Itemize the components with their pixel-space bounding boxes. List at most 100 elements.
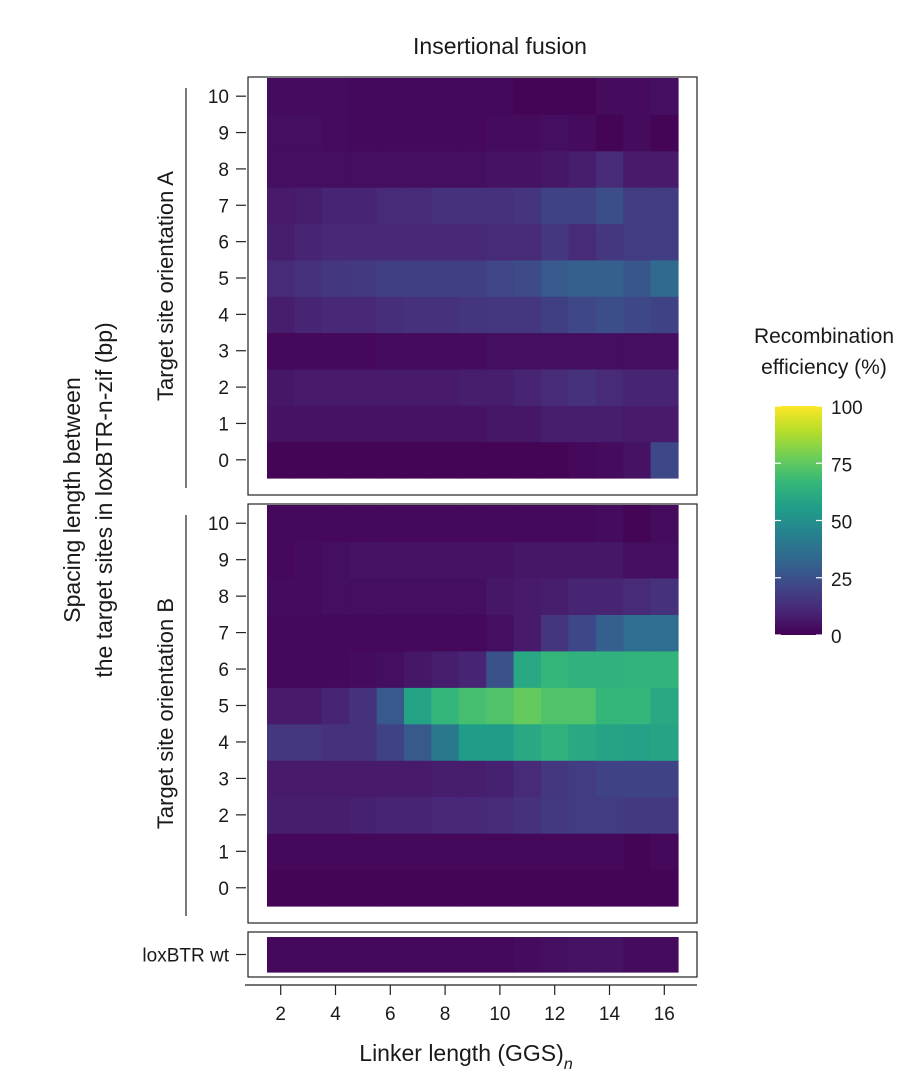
heatmap-cell — [541, 259, 569, 297]
x-tick-label: 14 — [599, 1004, 621, 1025]
y-tick-label: 0 — [218, 879, 229, 900]
heatmap-cell — [595, 833, 624, 871]
heatmap-cell — [595, 441, 624, 479]
heatmap-cell — [267, 614, 295, 652]
heatmap-cell — [568, 650, 597, 688]
heatmap-cell — [595, 796, 624, 834]
heatmap-cell — [376, 150, 405, 188]
heatmap-cell — [376, 937, 405, 973]
heatmap-cell — [486, 78, 515, 115]
heatmap-cell — [513, 296, 542, 334]
heatmap-cell — [349, 869, 378, 907]
heatmap-cell — [376, 187, 405, 225]
heatmap-cell — [376, 687, 405, 725]
heatmap-cell — [349, 150, 378, 188]
heatmap-cell — [349, 541, 378, 579]
heatmap-cell — [458, 937, 487, 973]
heatmap-cell — [349, 796, 378, 834]
heatmap-cell — [568, 114, 597, 152]
heatmap-cell — [458, 541, 487, 579]
heatmap-cell — [404, 577, 432, 615]
heatmap-cell — [376, 368, 405, 406]
heatmap-cell — [486, 869, 515, 907]
heatmap-cell — [294, 614, 323, 652]
heatmap-cell — [568, 723, 597, 761]
heatmap-cell — [568, 187, 597, 225]
heatmap-cell — [595, 614, 624, 652]
y-tick-label: 9 — [218, 551, 229, 572]
heatmap-cell — [321, 296, 350, 334]
heatmap-cell — [458, 332, 487, 370]
heatmap-cell — [321, 614, 350, 652]
heatmap-cell — [650, 223, 679, 261]
heatmap-cell — [458, 614, 487, 652]
heatmap-cell — [513, 223, 542, 261]
heatmap-cell — [513, 796, 542, 834]
heatmap-cell — [404, 441, 432, 479]
heatmap-cell — [294, 760, 323, 798]
heatmap-cell — [267, 187, 295, 225]
heatmap-cell — [349, 259, 378, 297]
heatmap-cell — [267, 114, 295, 152]
heatmap-cell — [376, 650, 405, 688]
heatmap-cell — [568, 687, 597, 725]
heatmap-cell — [431, 650, 460, 688]
heatmap-cell — [404, 114, 432, 152]
heatmap-cell — [623, 223, 652, 261]
heatmap-cell — [513, 833, 542, 871]
heatmap-cell — [404, 541, 432, 579]
heatmap-cell — [623, 150, 652, 188]
heatmap-cell — [294, 505, 323, 543]
x-tick-label: 10 — [489, 1004, 510, 1025]
heatmap-cell — [623, 505, 652, 543]
heatmap-cell — [486, 259, 515, 297]
heatmap-cell — [513, 259, 542, 297]
heatmap-cell — [431, 150, 460, 188]
heatmap-cell — [623, 259, 652, 297]
heatmap-cell — [513, 150, 542, 188]
y-tick-label: 10 — [208, 514, 229, 535]
heatmap-cell — [431, 541, 460, 579]
chart-title: Insertional fusion — [413, 33, 587, 59]
heatmap-cell — [595, 332, 624, 370]
heatmap-cell — [267, 723, 295, 761]
heatmap-cell — [623, 869, 652, 907]
heatmap-cell — [541, 937, 569, 973]
heatmap-cell — [486, 187, 515, 225]
heatmap-cell — [431, 296, 460, 334]
heatmap-cell — [431, 869, 460, 907]
heatmap-cell — [650, 259, 679, 297]
heatmap-cell — [321, 723, 350, 761]
heatmap-cell — [404, 614, 432, 652]
heatmap-cell — [458, 150, 487, 188]
y-tick-label: 9 — [218, 124, 229, 145]
heatmap-cell — [650, 614, 679, 652]
heatmap-cell — [267, 78, 295, 115]
heatmap-cell — [404, 760, 432, 798]
y-tick-label: 7 — [218, 196, 229, 217]
heatmap-cell — [650, 114, 679, 152]
colorbar-tick-label: 100 — [831, 398, 863, 419]
y-tick-label: 5 — [218, 269, 229, 290]
heatmap-cell — [431, 405, 460, 443]
heatmap-cell — [431, 937, 460, 973]
heatmap-cell — [267, 833, 295, 871]
heatmap-cell — [623, 687, 652, 725]
heatmap-cell — [376, 405, 405, 443]
heatmap-cell — [349, 441, 378, 479]
heatmap-cell — [458, 187, 487, 225]
heatmap-cell — [431, 723, 460, 761]
colorbar-tick-label: 50 — [831, 513, 852, 534]
heatmap-cell — [458, 577, 487, 615]
heatmap-cell — [404, 505, 432, 543]
heatmap-cell — [376, 760, 405, 798]
heatmap-cell — [650, 650, 679, 688]
y-tick-label: 8 — [218, 587, 229, 608]
heatmap-cell — [404, 368, 432, 406]
heatmap-cell — [623, 760, 652, 798]
heatmap-cell — [595, 78, 624, 115]
heatmap-cell — [595, 296, 624, 334]
heatmap-cell — [513, 577, 542, 615]
heatmap-cell — [650, 796, 679, 834]
colorbar-tick-label: 75 — [831, 455, 852, 476]
